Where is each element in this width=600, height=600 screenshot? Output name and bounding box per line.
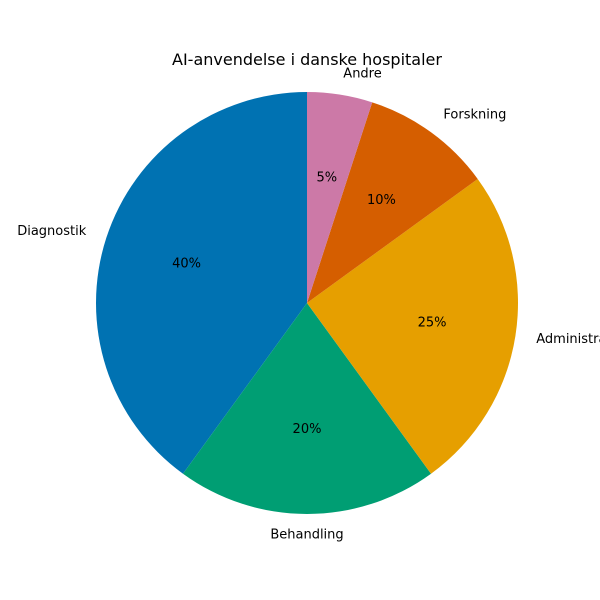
pie-slice-behandling [182,303,432,514]
slice-label-andre: Andre [343,66,381,81]
slice-label-behandling: Behandling [270,528,343,543]
pie-slice-andre [307,92,373,303]
pct-label-behandling: 20% [293,422,322,437]
slice-label-forskning: Forskning [443,108,506,123]
pie-labels: Diagnostik 40% Behandling 20% Administrative… [17,66,600,542]
pct-label-diagnostik: 40% [172,256,201,271]
slice-label-administrative-opgaver: Administrative opgaver [536,332,600,347]
pct-label-andre: 5% [316,170,337,185]
pct-label-forskning: 10% [367,193,396,208]
chart-title: AI-anvendelse i danske hospitaler [172,50,442,69]
pie-slice-diagnostik [96,92,307,474]
pie-slices [96,92,518,514]
pie-slice-administrative-opgaver [307,178,518,474]
pie-slice-forskning [307,102,478,303]
slice-label-diagnostik: Diagnostik [17,224,87,239]
pct-label-administrative-opgaver: 25% [418,315,447,330]
